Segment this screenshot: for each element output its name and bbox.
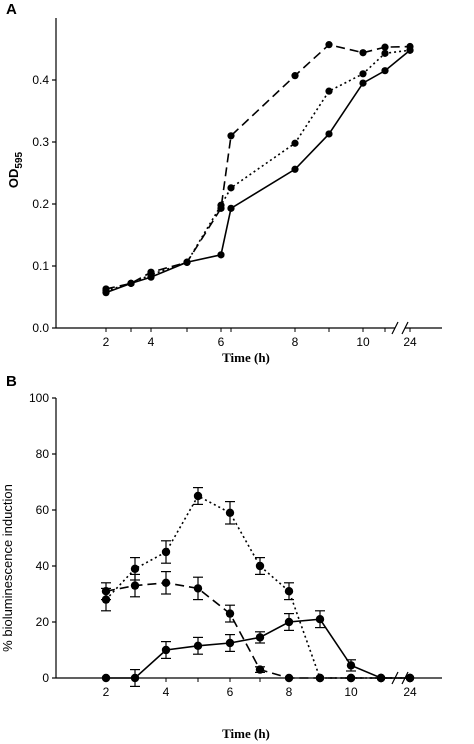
x-tick-label: 10	[344, 685, 358, 699]
data-point	[315, 615, 325, 624]
data-point	[161, 578, 171, 587]
data-point	[291, 139, 299, 147]
y-tick-label: 80	[36, 447, 50, 461]
y-tick-label: 40	[36, 559, 50, 573]
data-point	[227, 132, 235, 140]
x-tick-label: 24	[403, 685, 417, 699]
data-point	[130, 581, 140, 590]
x-tick-label: 8	[286, 685, 293, 699]
data-point	[101, 587, 111, 596]
y-axis-title-a: OD595	[6, 151, 25, 188]
y-tick-label: 100	[29, 391, 49, 405]
data-point	[161, 547, 171, 557]
panel-letter-b: B	[6, 373, 17, 390]
data-point	[346, 661, 356, 670]
data-point	[193, 584, 203, 593]
data-point	[284, 587, 294, 596]
data-point	[102, 289, 110, 297]
x-tick-label: 4	[163, 685, 170, 699]
y-tick-label: 0.0	[32, 321, 49, 335]
y-tick-label: 20	[36, 615, 50, 629]
x-tick-label: 6	[218, 335, 225, 349]
data-point	[255, 665, 265, 674]
y-tick-label: 60	[36, 503, 50, 517]
x-tick-label: 6	[227, 685, 234, 699]
data-point	[225, 508, 235, 517]
data-point	[381, 43, 389, 51]
axis-break-mark	[391, 321, 399, 335]
series-line-dashed	[105, 43, 411, 290]
data-point	[291, 165, 299, 173]
data-point	[130, 673, 140, 683]
x-axis-title-b: Time (h)	[222, 726, 270, 741]
x-tick-label: 2	[103, 685, 110, 699]
x-tick-label: 8	[292, 335, 299, 349]
data-point	[130, 564, 140, 573]
data-point	[193, 641, 203, 650]
y-tick-label: 0.4	[32, 73, 49, 87]
data-point	[193, 491, 203, 501]
x-tick-label: 4	[148, 335, 155, 349]
data-point	[101, 673, 111, 683]
data-point	[127, 279, 135, 287]
data-point	[227, 184, 235, 192]
x-tick-label: 24	[403, 335, 417, 349]
data-point	[217, 201, 225, 209]
data-point	[405, 673, 415, 683]
panel-letter-a: A	[6, 1, 17, 18]
data-point	[225, 638, 235, 648]
series-line-dotted	[105, 494, 410, 679]
data-point	[381, 49, 389, 57]
panel-a: A OD595 Time (h) 0.00.10.20.30.42 4 6 8 10 24	[6, 1, 442, 365]
axis-break-mark	[401, 321, 409, 335]
series-line-dotted	[105, 49, 411, 292]
data-point	[406, 46, 414, 54]
data-point	[325, 130, 333, 138]
data-point	[255, 633, 265, 642]
panel-b: B % bioluminescence induction Time (h) 0…	[0, 373, 442, 741]
data-point	[359, 70, 367, 78]
y-axis-title-b: % bioluminescence induction	[0, 484, 15, 652]
x-tick-label: 10	[356, 335, 370, 349]
data-point	[291, 72, 299, 80]
data-point	[227, 204, 235, 212]
data-point	[183, 258, 191, 266]
data-point	[147, 273, 155, 281]
data-point	[284, 617, 294, 627]
data-point	[325, 87, 333, 95]
data-point	[284, 673, 294, 683]
data-point	[315, 673, 325, 683]
data-point	[217, 251, 225, 259]
data-point	[376, 673, 386, 683]
data-point	[359, 79, 367, 87]
y-tick-label: 0.3	[32, 135, 49, 149]
data-point	[161, 645, 171, 655]
series-line-solid	[105, 49, 411, 294]
data-point	[255, 561, 265, 571]
data-point	[346, 673, 356, 683]
y-tick-label: 0	[42, 671, 49, 685]
data-point	[359, 49, 367, 57]
data-point	[325, 41, 333, 49]
data-point	[381, 67, 389, 75]
y-tick-label: 0.2	[32, 197, 49, 211]
y-tick-label: 0.1	[32, 259, 49, 273]
x-axis-title-a: Time (h)	[222, 350, 270, 365]
data-point	[225, 609, 235, 618]
x-tick-label: 2	[103, 335, 110, 349]
